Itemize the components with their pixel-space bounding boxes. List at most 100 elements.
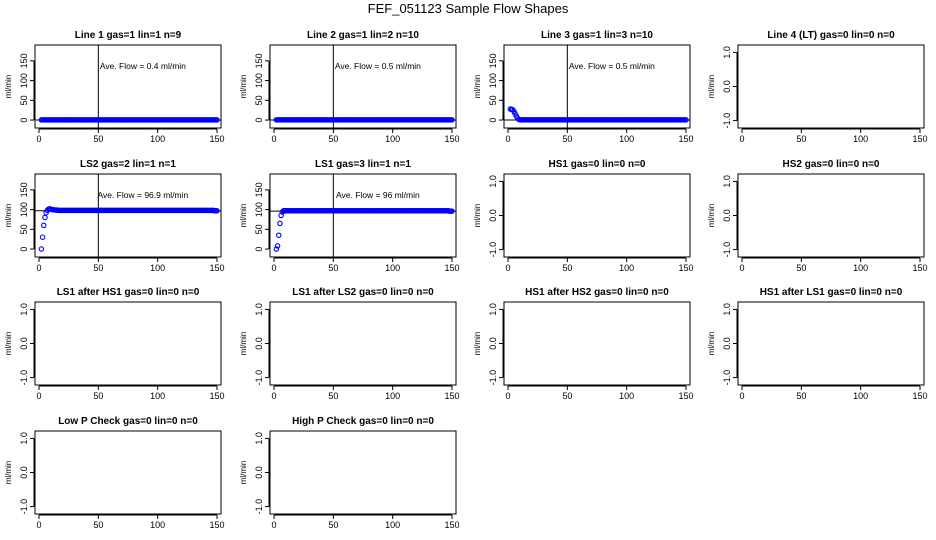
x-tick-label: 50 bbox=[93, 263, 103, 273]
y-axis: -1.0 0.0 1.0 bbox=[488, 303, 504, 386]
x-tick-label: 100 bbox=[385, 520, 400, 530]
y-tick-label: 1.0 bbox=[254, 432, 264, 445]
x-axis: 0 50 100 150 bbox=[739, 128, 928, 144]
x-tick-label: 0 bbox=[505, 263, 510, 273]
y-axis-label: ml/min bbox=[4, 461, 13, 485]
x-axis: 0 50 100 150 bbox=[271, 257, 460, 273]
y-axis: -1.0 0.0 1.0 bbox=[488, 175, 504, 257]
x-tick-label: 50 bbox=[562, 391, 572, 401]
x-axis: 0 50 100 150 bbox=[36, 385, 225, 401]
y-tick-label: 0.0 bbox=[722, 337, 732, 350]
plot-box bbox=[737, 301, 925, 386]
y-tick-label: 1.0 bbox=[19, 303, 29, 316]
y-axis-label: ml/min bbox=[239, 332, 248, 356]
x-axis: 0 50 100 150 bbox=[36, 128, 225, 144]
x-tick-label: 0 bbox=[271, 520, 276, 530]
y-tick-label: 0 bbox=[19, 247, 29, 252]
plot-box bbox=[34, 173, 222, 258]
y-axis: -1.0 0.0 1.0 bbox=[254, 432, 270, 514]
y-tick-label: -1.0 bbox=[488, 370, 498, 386]
x-axis: 0 50 100 150 bbox=[505, 257, 694, 273]
y-tick-label: -1.0 bbox=[722, 113, 732, 129]
plot-box bbox=[269, 430, 457, 515]
y-tick-label: 50 bbox=[19, 224, 29, 234]
y-tick-label: 1.0 bbox=[722, 175, 732, 188]
panel-title: LS1 after HS1 gas=0 lin=0 n=0 bbox=[57, 287, 200, 298]
panel-title: LS2 gas=2 lin=1 n=1 bbox=[80, 159, 176, 170]
y-tick-label: 100 bbox=[19, 73, 29, 88]
plot-area bbox=[270, 174, 456, 257]
y-tick-label: 150 bbox=[19, 53, 29, 68]
plot-box bbox=[503, 44, 691, 129]
plot-box bbox=[737, 173, 925, 258]
x-axis: 0 50 100 150 bbox=[505, 385, 694, 401]
y-axis: 0 50 100 150 bbox=[488, 53, 504, 123]
y-tick-label: 1.0 bbox=[722, 303, 732, 316]
y-tick-label: 1.0 bbox=[722, 46, 732, 59]
x-tick-label: 0 bbox=[271, 391, 276, 401]
plot-box bbox=[34, 44, 222, 129]
x-tick-label: 150 bbox=[912, 391, 927, 401]
data-point bbox=[449, 117, 455, 123]
y-axis: -1.0 0.0 1.0 bbox=[19, 432, 35, 515]
x-tick-label: 100 bbox=[853, 263, 868, 273]
data-point bbox=[273, 246, 280, 252]
chart-panel: LS1 gas=3 lin=1 n=1 0 50 100 150 0 50 100 150 ml/… bbox=[239, 159, 460, 273]
y-tick-label: 150 bbox=[19, 182, 29, 197]
plot-area bbox=[35, 45, 221, 128]
x-tick-label: 150 bbox=[209, 391, 224, 401]
x-tick-label: 150 bbox=[209, 520, 224, 530]
y-tick-label: 150 bbox=[488, 53, 498, 68]
data-point bbox=[449, 208, 455, 214]
chart-panel: LS2 gas=2 lin=1 n=1 0 50 100 150 0 50 100 150 ml/… bbox=[4, 159, 225, 273]
y-tick-label: 0 bbox=[254, 118, 264, 123]
x-tick-label: 0 bbox=[505, 134, 510, 144]
x-tick-label: 150 bbox=[678, 134, 693, 144]
x-tick-label: 150 bbox=[444, 391, 459, 401]
y-tick-label: 50 bbox=[488, 95, 498, 105]
panel-title: HS1 after HS2 gas=0 lin=0 n=0 bbox=[525, 287, 669, 298]
panel-title: Line 1 gas=1 lin=1 n=9 bbox=[75, 30, 182, 41]
y-tick-label: 0 bbox=[254, 247, 264, 252]
plot-box bbox=[503, 301, 691, 386]
data-point bbox=[214, 117, 220, 123]
y-tick-label: 50 bbox=[254, 224, 264, 234]
x-tick-label: 150 bbox=[209, 134, 224, 144]
y-tick-label: 0.0 bbox=[254, 466, 264, 479]
y-axis: -1.0 0.0 1.0 bbox=[254, 303, 270, 385]
chart-panel: High P Check gas=0 lin=0 n=0 0 50 100 150 -1.… bbox=[239, 416, 460, 530]
chart-panel: HS1 after HS2 gas=0 lin=0 n=0 0 50 100 150 -1… bbox=[473, 287, 694, 401]
y-axis-label: ml/min bbox=[239, 204, 248, 228]
x-tick-label: 0 bbox=[739, 391, 744, 401]
data-point bbox=[275, 232, 282, 238]
y-axis-label: ml/min bbox=[4, 75, 13, 99]
y-tick-label: -1.0 bbox=[19, 370, 29, 386]
y-tick-label: 0 bbox=[19, 118, 29, 123]
y-tick-label: 0 bbox=[488, 118, 498, 123]
x-tick-label: 150 bbox=[444, 520, 459, 530]
x-tick-label: 100 bbox=[385, 391, 400, 401]
x-tick-label: 50 bbox=[562, 263, 572, 273]
ave-flow-label: Ave. Flow = 0.5 ml/min bbox=[569, 61, 655, 71]
panel-title: HS1 gas=0 lin=0 n=0 bbox=[549, 159, 646, 170]
x-tick-label: 150 bbox=[209, 263, 224, 273]
x-tick-label: 100 bbox=[150, 134, 165, 144]
x-tick-label: 100 bbox=[150, 263, 165, 273]
y-tick-label: -1.0 bbox=[19, 499, 29, 515]
plot-box bbox=[269, 301, 457, 386]
data-series bbox=[38, 117, 220, 123]
x-tick-label: 50 bbox=[328, 520, 338, 530]
y-axis-label: ml/min bbox=[239, 75, 248, 99]
x-tick-label: 0 bbox=[271, 263, 276, 273]
y-tick-label: 0.0 bbox=[488, 209, 498, 222]
y-tick-label: 100 bbox=[488, 73, 498, 88]
data-series bbox=[273, 117, 455, 123]
y-tick-label: 50 bbox=[254, 95, 264, 105]
x-tick-label: 150 bbox=[444, 263, 459, 273]
panel-title: Low P Check gas=0 lin=0 n=0 bbox=[58, 416, 198, 427]
x-axis: 0 50 100 150 bbox=[505, 128, 694, 144]
x-tick-label: 100 bbox=[619, 391, 634, 401]
panel-title: HS1 after LS1 gas=0 lin=0 n=0 bbox=[760, 287, 903, 298]
x-axis: 0 50 100 150 bbox=[271, 385, 460, 401]
